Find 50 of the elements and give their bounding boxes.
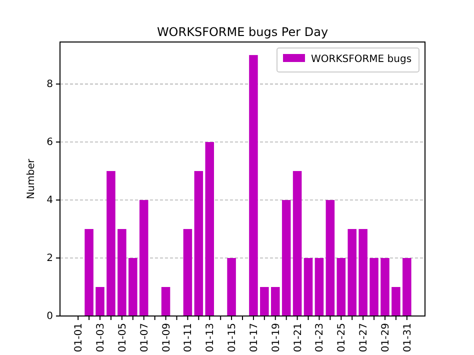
- bar: [348, 229, 356, 316]
- bar: [205, 142, 214, 316]
- x-tick-label: 01-19: [270, 323, 282, 352]
- bar: [106, 171, 116, 316]
- bar: [128, 258, 138, 316]
- bar: [358, 229, 368, 316]
- bar: [139, 200, 148, 316]
- bar: [194, 171, 204, 316]
- legend-label: WORKSFORME bugs: [311, 54, 412, 65]
- x-tick-label: 01-13: [205, 323, 216, 352]
- bar: [314, 258, 324, 316]
- bar: [370, 258, 378, 316]
- x-tick-label: 01-05: [117, 323, 128, 352]
- bar: [249, 55, 258, 316]
- x-tick-label: 01-25: [336, 323, 348, 352]
- bar: [304, 258, 313, 316]
- bar: [271, 287, 280, 316]
- x-tick-label: 01-21: [292, 323, 304, 352]
- bar: [292, 171, 302, 316]
- bar: [402, 258, 412, 316]
- y-tick-label: 8: [46, 79, 53, 90]
- x-tick-label: 01-11: [183, 323, 194, 352]
- y-tick-label: 0: [46, 311, 53, 322]
- chart-title: WORKSFORME bugs Per Day: [156, 25, 328, 39]
- y-axis-title: Number: [26, 158, 37, 200]
- x-tick-label: 01-23: [314, 323, 326, 352]
- x-tick-label: 01-09: [161, 323, 172, 352]
- x-tick-label: 01-29: [380, 323, 392, 352]
- bar: [336, 258, 346, 316]
- bar: [392, 287, 400, 316]
- bar: [84, 229, 94, 316]
- bar: [183, 229, 192, 316]
- bar: [161, 287, 170, 316]
- bar: [96, 287, 104, 316]
- bar: [380, 258, 390, 316]
- x-tick-label: 01-17: [248, 323, 260, 352]
- bar: [260, 287, 269, 316]
- bar: [326, 200, 335, 316]
- bar: [282, 200, 291, 316]
- x-tick-label: 01-31: [402, 323, 414, 352]
- x-tick-label: 01-01: [74, 323, 85, 352]
- x-tick-label: 01-27: [358, 323, 370, 352]
- bar: [118, 229, 126, 316]
- y-tick-label: 6: [46, 137, 53, 148]
- x-tick-label: 01-07: [139, 323, 150, 352]
- bar: [227, 258, 236, 316]
- x-tick-label: 01-03: [96, 323, 107, 352]
- y-tick-label: 4: [46, 195, 53, 206]
- y-tick-label: 2: [46, 253, 53, 264]
- x-tick-label: 01-15: [227, 323, 238, 352]
